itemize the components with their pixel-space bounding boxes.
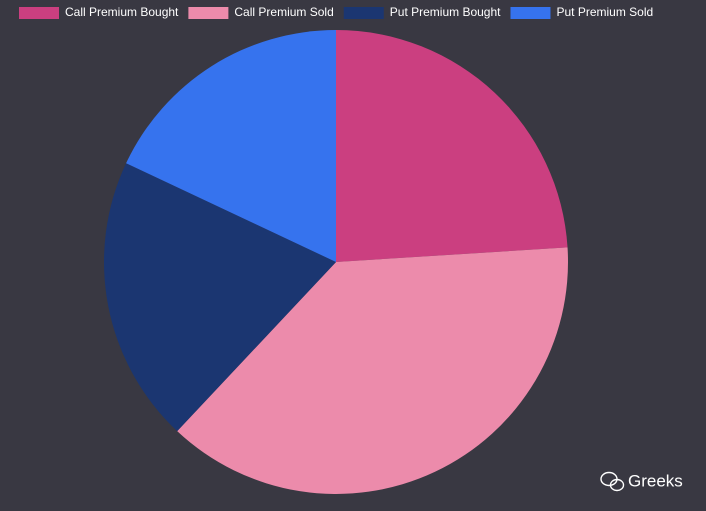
legend-label: Call Premium Sold — [234, 5, 333, 19]
legend-swatch — [510, 7, 551, 19]
watermark: Greeks — [628, 471, 683, 490]
watermark-icon — [600, 471, 625, 492]
legend-label: Put Premium Sold — [556, 5, 653, 19]
pie-slice — [104, 163, 336, 432]
legend-swatch — [19, 7, 59, 19]
legend-label: Call Premium Bought — [65, 5, 179, 19]
legend-label: Put Premium Bought — [390, 5, 501, 19]
legend-swatch — [343, 7, 384, 19]
pie-slice — [126, 30, 336, 262]
pie-slice — [336, 30, 568, 262]
legend-swatch — [188, 7, 229, 19]
pie-slice — [177, 247, 568, 494]
